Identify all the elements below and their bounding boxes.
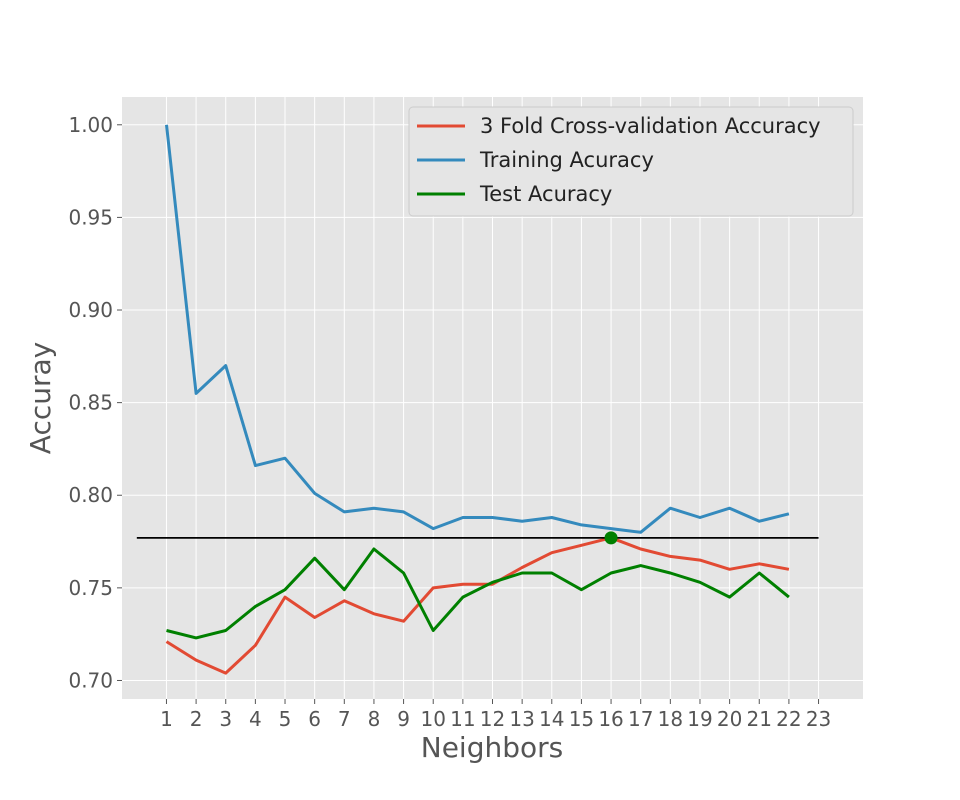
x-tick-label: 15 bbox=[569, 707, 594, 731]
x-tick-label: 2 bbox=[190, 707, 203, 731]
series-group bbox=[165, 124, 790, 675]
x-tick-label: 18 bbox=[658, 707, 683, 731]
x-tick-label: 10 bbox=[420, 707, 445, 731]
x-tick-label: 14 bbox=[539, 707, 564, 731]
x-tick-label: 9 bbox=[397, 707, 410, 731]
legend: 3 Fold Cross-validation Accuracy Training… bbox=[408, 106, 854, 217]
reference-group bbox=[136, 531, 819, 545]
x-tick-label: 23 bbox=[806, 707, 831, 731]
y-tick-label: 0.75 bbox=[68, 576, 113, 600]
series-line-3 bbox=[166, 547, 790, 640]
x-tick-label: 5 bbox=[279, 707, 292, 731]
y-axis-ticks: 0.70 0.75 0.80 0.85 0.90 0.95 1.00 bbox=[68, 113, 122, 692]
x-tick-label: 3 bbox=[219, 707, 232, 731]
x-tick-label: 1 bbox=[160, 707, 173, 731]
x-tick-label: 4 bbox=[249, 707, 262, 731]
y-tick-label: 0.95 bbox=[68, 205, 113, 229]
legend-label-1: 3 Fold Cross-validation Accuracy bbox=[480, 114, 821, 138]
series-line-1 bbox=[165, 536, 790, 675]
y-tick-label: 1.00 bbox=[68, 113, 113, 137]
legend-label-3: Test Acuracy bbox=[479, 182, 612, 206]
series-line-2 bbox=[165, 124, 790, 534]
x-axis-label: Neighbors bbox=[421, 731, 563, 764]
y-tick-label: 0.70 bbox=[68, 668, 113, 692]
x-tick-label: 16 bbox=[598, 707, 623, 731]
x-tick-label: 11 bbox=[450, 707, 475, 731]
x-tick-label: 13 bbox=[509, 707, 534, 731]
x-tick-label: 17 bbox=[628, 707, 653, 731]
x-tick-label: 7 bbox=[338, 707, 351, 731]
x-tick-label: 8 bbox=[368, 707, 381, 731]
y-tick-label: 0.85 bbox=[68, 391, 113, 415]
x-tick-label: 22 bbox=[776, 707, 801, 731]
x-tick-label: 6 bbox=[308, 707, 321, 731]
x-tick-label: 20 bbox=[717, 707, 742, 731]
y-axis-label: Accuray bbox=[24, 342, 57, 454]
legend-label-2: Training Acuracy bbox=[479, 148, 654, 172]
y-tick-label: 0.80 bbox=[68, 483, 113, 507]
x-tick-label: 12 bbox=[480, 707, 505, 731]
x-axis-ticks: 1 2 3 4 5 6 7 8 9 10 11 12 13 14 15 16 17 18 19 20 21 22 23 bbox=[160, 699, 831, 731]
highlight-point bbox=[604, 531, 618, 545]
legend-box bbox=[408, 106, 854, 217]
x-tick-label: 19 bbox=[687, 707, 712, 731]
y-tick-label: 0.90 bbox=[68, 298, 113, 322]
x-tick-label: 21 bbox=[747, 707, 772, 731]
